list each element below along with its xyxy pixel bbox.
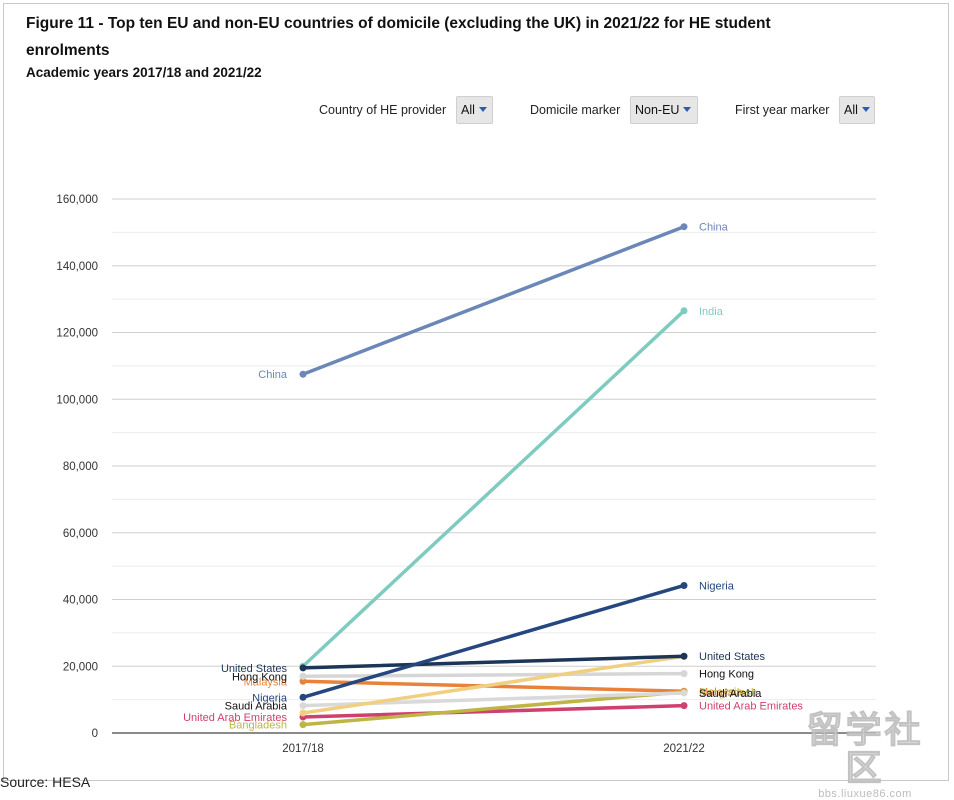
y-tick-label: 120,000 — [56, 328, 98, 340]
series-label-nigeria: Nigeria — [699, 580, 735, 592]
chevron-down-icon — [861, 107, 870, 112]
series-label-china: China — [258, 369, 288, 381]
watermark-logo: 留学社区 bbs.liuxue86.com — [790, 710, 940, 800]
data-point-bangladesh — [299, 721, 307, 729]
data-point-malaysia — [299, 677, 307, 685]
series-label-nigeria: Nigeria — [252, 692, 288, 704]
data-point-china — [680, 223, 688, 231]
watermark-text: 留学社区 — [806, 710, 924, 789]
series-label-saudi-arabia: Saudi Arabia — [699, 688, 762, 700]
series-label-malaysia: Malaysia — [699, 686, 743, 698]
chart-frame — [3, 3, 949, 781]
filter-label-provider: Country of HE provider — [319, 103, 447, 117]
chevron-down-icon — [683, 107, 692, 112]
y-tick-label: 80,000 — [63, 461, 98, 473]
source-note: Source: HESA — [0, 774, 91, 790]
y-tick-label: 40,000 — [63, 595, 98, 607]
x-tick-label: 2021/22 — [663, 743, 705, 755]
y-tick-label: 20,000 — [63, 661, 98, 673]
data-point-united-states — [680, 652, 688, 660]
domicile-dropdown[interactable]: Non-EU — [630, 96, 698, 124]
y-tick-label: 0 — [92, 728, 98, 740]
data-point-india — [680, 307, 688, 315]
data-point-saudi-arabia — [680, 689, 688, 697]
series-label-hong-kong: Hong Kong — [699, 669, 754, 681]
series-label-bangladesh: Bangladesh — [699, 687, 757, 699]
series-line-hong-kong — [301, 671, 686, 679]
series-label-hong-kong: Hong Kong — [232, 671, 287, 683]
series-line-india — [301, 309, 686, 668]
data-point-hong-kong — [299, 672, 307, 680]
data-point-nigeria — [680, 581, 688, 589]
series-label-bangladesh: Bangladesh — [229, 720, 287, 732]
provider-dropdown[interactable]: All — [456, 96, 493, 124]
series-label-united-states: United States — [699, 651, 766, 663]
series-line-china — [301, 224, 686, 376]
y-tick-label: 160,000 — [56, 194, 98, 206]
domicile-dropdown-value: Non-EU — [635, 103, 680, 117]
chevron-down-icon — [478, 107, 487, 112]
series-line-pakistan — [301, 654, 686, 715]
y-tick-label: 60,000 — [63, 528, 98, 540]
series-label-india: India — [699, 306, 724, 318]
filter-label-domicile: Domicile marker — [530, 103, 621, 117]
series-label-saudi-arabia: Saudi Arabia — [225, 701, 288, 713]
data-point-saudi-arabia — [299, 702, 307, 710]
series-line-bangladesh — [301, 690, 686, 727]
first-year-dropdown[interactable]: All — [839, 96, 875, 124]
series-label-united-arab-emirates: United Arab Emirates — [183, 712, 287, 724]
data-point-united-states — [299, 664, 307, 672]
x-tick-label: 2017/18 — [282, 743, 324, 755]
data-point-china — [299, 370, 307, 378]
series-line-united-arab-emirates — [301, 703, 686, 719]
filter-label-first-year: First year marker — [735, 103, 830, 117]
series-line-nigeria — [301, 583, 686, 700]
filter-bar: Country of HE provider All Domicile mark… — [0, 96, 954, 126]
first-year-dropdown-value: All — [844, 103, 858, 117]
series-label-china: China — [699, 222, 729, 234]
y-tick-label: 140,000 — [56, 261, 98, 273]
data-point-nigeria — [299, 693, 307, 701]
data-point-united-arab-emirates — [680, 702, 688, 710]
data-point-hong-kong — [680, 670, 688, 678]
y-tick-label: 100,000 — [56, 394, 98, 406]
series-label-malaysia: Malaysia — [244, 676, 288, 688]
series-label-united-arab-emirates: United Arab Emirates — [699, 701, 803, 713]
provider-dropdown-value: All — [461, 103, 475, 117]
data-point-pakistan — [299, 709, 307, 717]
series-label-united-states: United States — [221, 663, 288, 675]
series-line-united-states — [301, 654, 686, 670]
chart-title: Figure 11 - Top ten EU and non-EU countr… — [26, 15, 771, 59]
watermark-url: bbs.liuxue86.com — [818, 788, 912, 800]
chart-subtitle: Academic years 2017/18 and 2021/22 — [26, 65, 262, 80]
